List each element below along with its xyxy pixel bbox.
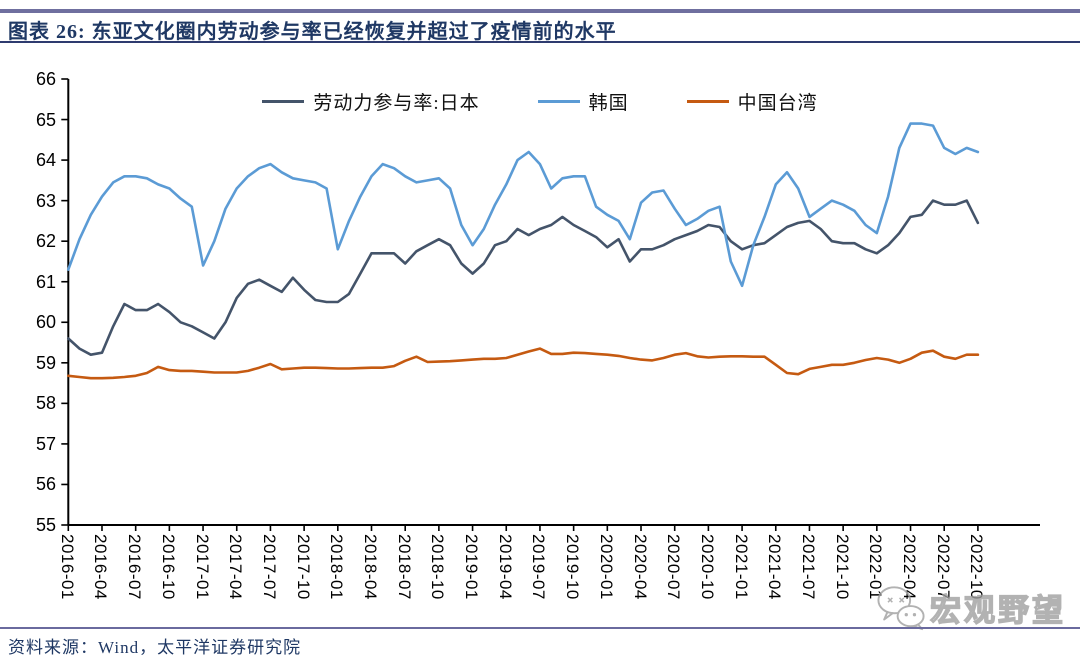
x-tick-label: 2016-01 bbox=[57, 534, 77, 600]
y-tick-label: 66 bbox=[35, 69, 56, 89]
x-tick-label: 2021-10 bbox=[832, 534, 852, 600]
japan-line-swatch-icon bbox=[262, 100, 305, 103]
x-tick-label: 2018-04 bbox=[361, 534, 380, 600]
legend-item-japan: 劳动力参与率:日本 bbox=[262, 88, 479, 115]
x-tick-label: 2019-01 bbox=[462, 534, 482, 600]
y-tick-label: 63 bbox=[35, 190, 56, 211]
x-tick-label: 2022-04 bbox=[900, 534, 920, 600]
korea-line-swatch-icon bbox=[537, 100, 580, 103]
y-tick-label: 65 bbox=[35, 109, 56, 130]
x-tick-label: 2017-04 bbox=[226, 534, 246, 600]
y-tick-label: 64 bbox=[35, 150, 56, 171]
figure-title: 图表 26: 东亚文化圈内劳动参与率已经恢复并超过了疫情前的水平 bbox=[8, 21, 617, 43]
legend-label-korea: 韩国 bbox=[588, 93, 629, 114]
x-tick-label: 2022-07 bbox=[933, 534, 953, 600]
x-tick-label: 2021-07 bbox=[798, 534, 818, 600]
y-tick-label: 60 bbox=[35, 312, 56, 333]
title-underline-divider bbox=[0, 41, 1080, 43]
y-tick-label: 56 bbox=[35, 474, 56, 495]
x-tick-label: 2020-07 bbox=[664, 534, 684, 600]
x-tick-label: 2021-01 bbox=[731, 534, 751, 600]
x-tick-label: 2019-07 bbox=[529, 534, 549, 600]
x-tick-label: 2017-01 bbox=[192, 534, 212, 600]
chart-legend: 劳动力参与率:日本 韩国 中国台湾 bbox=[0, 88, 1080, 115]
series-line-韩国 bbox=[67, 122, 980, 288]
source-text: 资料来源：Wind，太平洋证券研究院 bbox=[8, 638, 302, 657]
legend-item-korea: 韩国 bbox=[537, 88, 629, 115]
legend-label-japan: 劳动力参与率:日本 bbox=[313, 93, 480, 114]
x-tick-label: 2017-10 bbox=[293, 534, 313, 600]
x-tick-label: 2016-07 bbox=[125, 534, 145, 600]
top-divider bbox=[0, 9, 1080, 13]
x-tick-label: 2019-04 bbox=[495, 534, 515, 600]
x-tick-label: 2016-04 bbox=[91, 534, 111, 600]
y-tick-label: 57 bbox=[35, 433, 56, 454]
x-tick-label: 2017-07 bbox=[259, 534, 279, 600]
series-line-劳动力参与率:日本 bbox=[67, 199, 980, 357]
legend-label-taiwan: 中国台湾 bbox=[737, 93, 818, 114]
x-tick-label: 2021-04 bbox=[765, 534, 785, 600]
x-tick-label: 2020-04 bbox=[630, 534, 650, 600]
x-tick-label: 2018-07 bbox=[394, 534, 414, 600]
x-tick-label: 2019-10 bbox=[563, 534, 583, 600]
x-tick-label: 2018-01 bbox=[327, 534, 347, 600]
x-tick-label: 2020-10 bbox=[697, 534, 717, 600]
x-tick-label: 2022-10 bbox=[967, 534, 987, 600]
y-tick-label: 61 bbox=[35, 271, 56, 292]
y-tick-label: 62 bbox=[35, 231, 56, 252]
x-tick-label: 2022-01 bbox=[866, 534, 886, 600]
legend-item-taiwan: 中国台湾 bbox=[686, 88, 818, 115]
y-tick-label: 55 bbox=[35, 515, 56, 535]
x-tick-label: 2018-10 bbox=[428, 534, 448, 600]
taiwan-line-swatch-icon bbox=[686, 100, 729, 103]
footer-divider bbox=[0, 627, 1080, 629]
x-tick-label: 2020-01 bbox=[596, 534, 616, 600]
series-line-中国台湾 bbox=[67, 347, 980, 380]
x-tick-label: 2016-10 bbox=[158, 534, 178, 600]
y-tick-label: 58 bbox=[35, 393, 56, 414]
y-tick-label: 59 bbox=[35, 352, 56, 373]
